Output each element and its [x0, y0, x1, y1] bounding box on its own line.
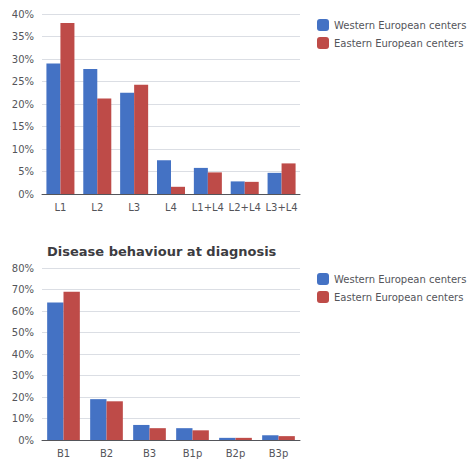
svg-text:B3p: B3p	[269, 448, 289, 459]
svg-text:B1: B1	[57, 448, 70, 459]
svg-text:80%: 80%	[12, 263, 34, 274]
svg-text:20%: 20%	[12, 99, 34, 110]
svg-text:Western European centers: Western European centers	[334, 20, 466, 31]
svg-text:B1p: B1p	[183, 448, 203, 459]
svg-text:10%: 10%	[12, 144, 34, 155]
svg-text:0%: 0%	[18, 435, 34, 446]
svg-text:Western European centers: Western European centers	[334, 274, 466, 285]
svg-text:L2+L4: L2+L4	[229, 202, 261, 213]
svg-text:40%: 40%	[12, 349, 34, 360]
svg-text:L2: L2	[91, 202, 103, 213]
svg-text:10%: 10%	[12, 413, 34, 424]
svg-text:L4: L4	[165, 202, 177, 213]
svg-text:40%: 40%	[12, 9, 34, 20]
svg-text:30%: 30%	[12, 370, 34, 381]
svg-text:Eastern European centers: Eastern European centers	[334, 38, 463, 49]
svg-text:60%: 60%	[12, 306, 34, 317]
svg-text:20%: 20%	[12, 392, 34, 403]
svg-text:Disease behaviour at diagnosis: Disease behaviour at diagnosis	[47, 244, 277, 259]
svg-text:B3: B3	[143, 448, 156, 459]
svg-text:L1+L4: L1+L4	[192, 202, 224, 213]
svg-text:0%: 0%	[18, 189, 34, 200]
svg-text:L1: L1	[54, 202, 66, 213]
svg-text:B2: B2	[100, 448, 113, 459]
svg-text:25%: 25%	[12, 76, 34, 87]
svg-text:50%: 50%	[12, 327, 34, 338]
svg-text:30%: 30%	[12, 54, 34, 65]
svg-text:15%: 15%	[12, 121, 34, 132]
svg-text:Eastern European centers: Eastern European centers	[334, 292, 463, 303]
svg-text:5%: 5%	[18, 166, 34, 177]
svg-text:70%: 70%	[12, 284, 34, 295]
svg-text:L3: L3	[128, 202, 140, 213]
svg-text:35%: 35%	[12, 31, 34, 42]
svg-text:L3+L4: L3+L4	[265, 202, 297, 213]
svg-text:B2p: B2p	[226, 448, 246, 459]
